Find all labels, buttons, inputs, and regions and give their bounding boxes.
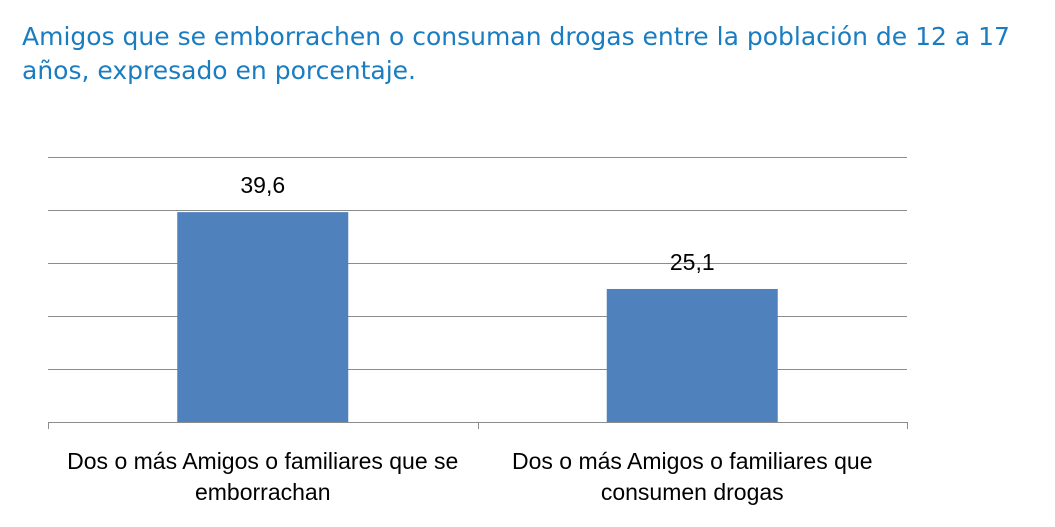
x-tick-label-line: emborrachan bbox=[195, 479, 331, 505]
bars bbox=[177, 212, 778, 422]
x-tick-label-line: Dos o más Amigos o familiares que se bbox=[67, 448, 458, 474]
x-tick-label-line: Dos o más Amigos o familiares que bbox=[512, 448, 873, 474]
x-tick-label: Dos o más Amigos o familiares que se embo… bbox=[67, 448, 458, 505]
x-tick-label-line: consumen drogas bbox=[601, 479, 784, 505]
gridlines bbox=[48, 157, 907, 370]
x-tick-label: Dos o más Amigos o familiares que consume… bbox=[512, 448, 873, 505]
bar bbox=[606, 288, 778, 422]
data-label: 25,1 bbox=[670, 249, 715, 275]
x-axis bbox=[48, 422, 908, 429]
data-label: 39,6 bbox=[240, 172, 285, 198]
data-labels: Dos o más Amigos o familiares que se embo… bbox=[67, 172, 872, 505]
chart-title: Amigos que se emborrachen o consuman dro… bbox=[22, 22, 1010, 85]
bar bbox=[177, 212, 349, 422]
